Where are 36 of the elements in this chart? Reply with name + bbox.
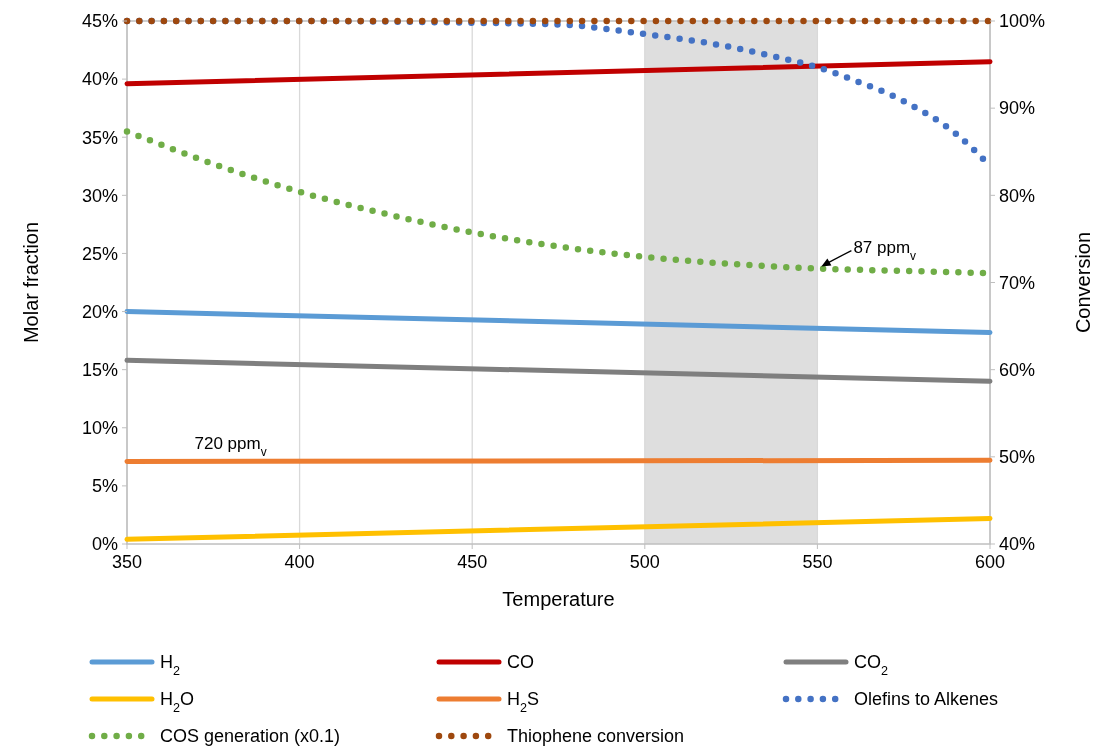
x-tick-label: 500 — [629, 552, 660, 572]
y-axis-title: Molar fraction — [20, 221, 42, 344]
y2-axis-title: Conversion — [1072, 231, 1094, 334]
y2-tick-label: 70% — [999, 272, 1036, 293]
y-tick-label: 15% — [81, 359, 118, 380]
y2-tick-label: 60% — [999, 359, 1036, 380]
y-tick-label: 0% — [91, 534, 118, 555]
x-tick-label: 350 — [111, 552, 143, 572]
x-tick-label: 400 — [284, 552, 315, 572]
legend-label: Olefins to Alkenes — [854, 689, 999, 710]
legend-label: CO$_{2}$ — [854, 652, 889, 679]
y2-tick-label: 90% — [999, 98, 1036, 119]
y-tick-label: 20% — [81, 301, 118, 322]
y2-tick-label: 80% — [999, 185, 1036, 206]
y2-tick-label: 40% — [999, 534, 1036, 555]
legend-label: H$_{2}$O — [160, 689, 195, 716]
y-tick-label: 30% — [81, 185, 118, 206]
y-tick-label: 35% — [81, 127, 118, 148]
x-tick-label: 550 — [802, 552, 833, 572]
x-tick-label: 450 — [457, 552, 488, 572]
legend-label: Thiophene conversion — [507, 726, 685, 747]
y2-tick-label: 50% — [999, 447, 1036, 468]
legend-label: H$_{2}$ — [160, 652, 181, 679]
y-tick-label: 25% — [81, 243, 118, 264]
y-tick-label: 45% — [81, 11, 118, 32]
annotation: 87 ppm$_{v}$ — [853, 237, 917, 263]
x-tick-label: 600 — [974, 552, 1006, 572]
legend-label: CO — [507, 652, 534, 673]
annotation: 720 ppm$_{v}$ — [194, 434, 267, 460]
legend-label: H$_{2}$S — [507, 689, 540, 716]
y-tick-label: 40% — [81, 69, 118, 90]
y2-tick-label: 100% — [999, 11, 1046, 32]
y-tick-label: 10% — [81, 418, 118, 439]
x-axis-title: Temperature — [502, 588, 615, 610]
legend-label: COS generation (x0.1) — [160, 726, 341, 747]
y-tick-label: 5% — [91, 476, 118, 497]
